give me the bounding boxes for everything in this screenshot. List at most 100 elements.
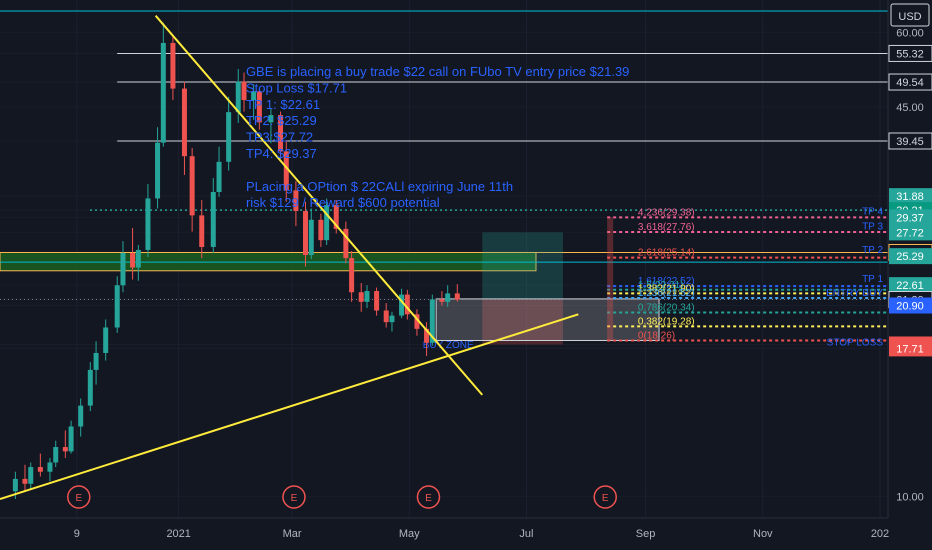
descending-trendline [154, 15, 484, 396]
candle [235, 68, 241, 123]
candle [181, 81, 187, 175]
time-axis[interactable]: 9 2021 Mar May Jul Sep Nov 202 [0, 517, 889, 550]
candle [160, 22, 166, 147]
candle [333, 200, 339, 234]
candle [318, 213, 324, 247]
price-tick-label: 60.00 [896, 27, 924, 39]
candle [53, 440, 59, 468]
currency-button-frame [890, 3, 930, 27]
candle [251, 84, 257, 120]
candle [114, 276, 120, 333]
earnings-marker[interactable]: E [416, 485, 441, 509]
price-tag: 31.88 [889, 188, 932, 205]
candle [120, 241, 126, 293]
candles-layer [12, 22, 460, 500]
ascending-trendline [0, 313, 579, 500]
candle [303, 201, 309, 267]
price-tag: 29.37 [889, 209, 932, 226]
svg-text:E: E [425, 493, 432, 504]
candle [103, 319, 109, 361]
annotation-line: Stop Loss $17.71 [246, 80, 347, 95]
candle [308, 208, 314, 260]
price-tags-layer: 55.3249.5439.4531.8830.2129.3727.7225.65… [888, 44, 932, 357]
price-tick-label: 45.00 [896, 102, 924, 114]
fib-label: 1.618(22.52) [638, 276, 695, 287]
fib-label: 1.236(21.52) [638, 288, 695, 299]
svg-text:20.90: 20.90 [896, 301, 924, 313]
candle [216, 146, 222, 197]
candle [210, 177, 216, 253]
time-tick-label: Nov [753, 528, 773, 540]
svg-text:25.29: 25.29 [896, 251, 924, 263]
fib-level: 0.786(20.34) [607, 303, 888, 314]
fib-layer: 4.236(29.38) 3.618(27.76) 2.618(25.14) 1.61… [607, 206, 888, 348]
candle [278, 111, 284, 160]
risk-zone [482, 299, 563, 345]
price-tag: 55.32 [888, 44, 932, 62]
candle [170, 35, 176, 101]
svg-text:17.71: 17.71 [896, 343, 924, 355]
earnings-marker[interactable]: E [67, 485, 91, 509]
candle [199, 200, 205, 259]
candle [87, 362, 93, 412]
buy-zone-label: BUY ZONE [423, 340, 474, 351]
candle [445, 285, 451, 307]
fib-label: 0.382(19.28) [638, 316, 695, 327]
earnings-marker[interactable]: E [282, 485, 306, 509]
candle [364, 285, 370, 309]
candle [324, 198, 330, 246]
fib-level: 1.236(21.52) [607, 288, 888, 299]
fib-label: 1.5(22.21) [638, 280, 684, 291]
candle [268, 108, 274, 144]
candle [399, 288, 405, 319]
time-axis-background [0, 518, 888, 550]
currency-label: USD [898, 11, 921, 23]
candle [414, 309, 420, 336]
resistance-zone [0, 251, 537, 272]
target-label: TP 4 [862, 206, 883, 217]
price-tag: 39.45 [888, 132, 932, 150]
fib-level: 1.5(22.21) [607, 280, 888, 291]
fib-level: 1.382(21.90) [607, 283, 888, 295]
fib-level: 4.236(29.38) [607, 207, 888, 219]
fib-label: 0(18.26) [638, 330, 675, 341]
target-label: TP 1 [862, 274, 883, 285]
candle [374, 287, 380, 316]
candle [389, 311, 395, 332]
candle [226, 96, 232, 171]
target-label: ENTRY BUY [826, 288, 883, 299]
candle [383, 303, 389, 328]
target-label: TP 2 [862, 245, 883, 256]
time-tick-label: Mar [283, 528, 302, 540]
price-tag: 17.71 [889, 340, 932, 357]
candle [256, 88, 262, 130]
svg-text:49.54: 49.54 [896, 77, 924, 89]
annotation-line: risk $129 / Reward $600 potential [246, 195, 440, 210]
annotation-line: TP4: $29.37 [246, 146, 317, 161]
candle [424, 322, 430, 356]
earnings-marker[interactable]: E [593, 485, 617, 509]
fib-label: 1.382(21.90) [638, 283, 695, 294]
fib-level: 0.382(19.28) [607, 316, 888, 328]
candle [47, 457, 53, 482]
candle [349, 250, 355, 302]
fib-level: 0(18.26) [607, 330, 888, 342]
time-tick-label: 202 [871, 528, 889, 540]
candle [283, 140, 289, 202]
fib-level: 2.618(25.14) [607, 248, 888, 259]
fib-range-bar [607, 217, 614, 341]
candle [189, 147, 195, 232]
annotation-line: PLacing a OPtion $ 22CALl expiring June … [246, 179, 513, 194]
price-tag: 49.54 [888, 73, 932, 91]
currency-button[interactable]: USD [890, 3, 930, 27]
target-label: STOP LOSS [827, 337, 884, 348]
candle [68, 420, 74, 454]
candle [241, 72, 247, 112]
candle [358, 282, 364, 312]
price-tag: 20.90 [889, 297, 932, 314]
annotation-line: TP3:$27.72 [246, 130, 313, 145]
fib-level: 1.618(22.52) [607, 276, 888, 288]
reward-zone [482, 232, 563, 300]
